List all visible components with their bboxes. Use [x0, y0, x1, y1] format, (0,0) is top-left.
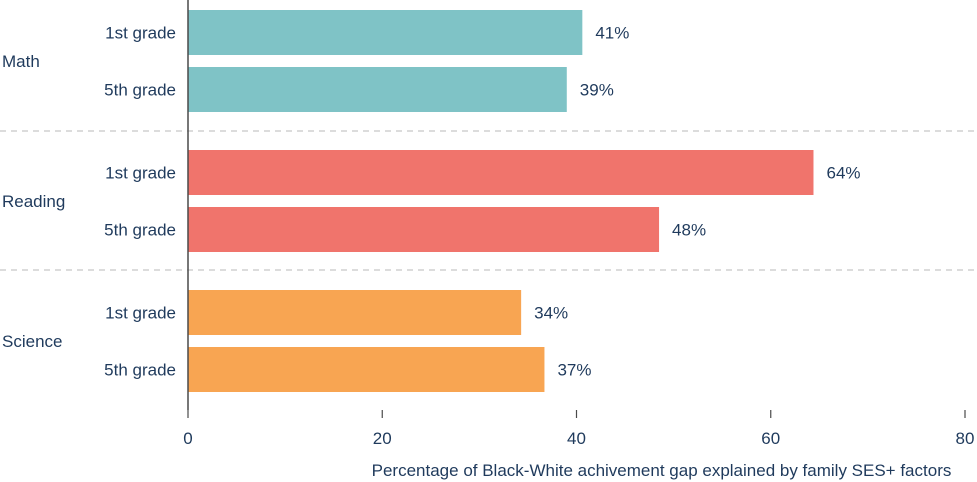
group-label-science: Science [2, 332, 62, 351]
data-label-science-5th-grade: 37% [557, 361, 591, 380]
group-separators [0, 130, 977, 271]
category-label-science-5th-grade: 5th grade [104, 361, 176, 380]
group-labels-layer: Math Reading Science [2, 52, 65, 351]
data-label-math-1st-grade: 41% [595, 24, 629, 43]
category-label-science-1st-grade: 1st grade [105, 304, 176, 323]
category-label-math-1st-grade: 1st grade [105, 24, 176, 43]
bar-science-5th-grade [188, 347, 545, 392]
bar-math-1st-grade [188, 10, 583, 55]
x-tick-label-60: 60 [761, 429, 780, 448]
x-axis-title: Percentage of Black-White achivement gap… [372, 461, 952, 480]
x-ticks-layer: 0 20 40 60 80 [183, 410, 974, 448]
x-tick-label-80: 80 [956, 429, 975, 448]
x-tick-label-40: 40 [567, 429, 586, 448]
category-label-reading-1st-grade: 1st grade [105, 164, 176, 183]
bars-layer [188, 10, 814, 392]
bar-reading-1st-grade [188, 150, 814, 195]
x-axis [187, 0, 189, 410]
data-label-reading-5th-grade: 48% [672, 221, 706, 240]
group-label-math: Math [2, 52, 40, 71]
data-label-science-1st-grade: 34% [534, 304, 568, 323]
data-label-reading-1st-grade: 64% [826, 164, 860, 183]
group-label-reading: Reading [2, 192, 65, 211]
x-tick-label-20: 20 [373, 429, 392, 448]
bar-reading-5th-grade [188, 207, 660, 252]
bar-math-5th-grade [188, 67, 567, 112]
category-labels-layer: 1st grade 5th grade 1st grade 5th grade 1st … [104, 24, 176, 380]
bar-science-1st-grade [188, 290, 522, 335]
category-label-reading-5th-grade: 5th grade [104, 221, 176, 240]
x-tick-label-0: 0 [183, 429, 192, 448]
category-label-math-5th-grade: 5th grade [104, 81, 176, 100]
data-labels-layer: 41% 39% 64% 48% 34% 37% [534, 24, 860, 380]
data-label-math-5th-grade: 39% [580, 81, 614, 100]
